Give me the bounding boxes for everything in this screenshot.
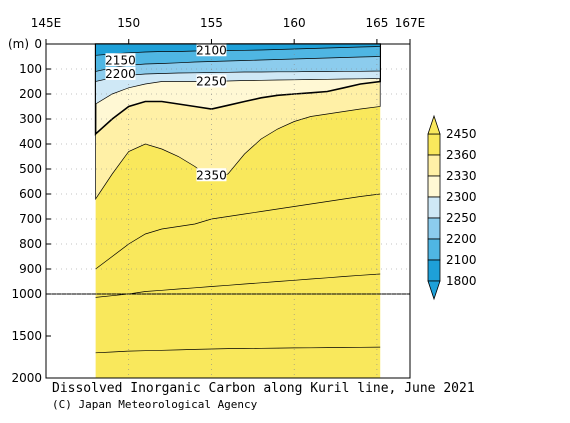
x-tick-label: 160 <box>283 16 306 30</box>
dic-band <box>95 43 381 56</box>
y-axis: 0 100 200 300 400 500 600 700 800 900 1000 1500 2000 <box>11 37 51 385</box>
x-tick-label: 145E <box>31 16 62 30</box>
colorbar: 2450 2360 2330 2300 2250 2200 2100 1800 <box>427 114 477 301</box>
contour-label-box <box>196 74 227 88</box>
y-tick-label: 900 <box>19 262 42 276</box>
x-tick-label: 165 <box>365 16 388 30</box>
contour-label-box <box>105 53 136 67</box>
contour-label-box <box>105 67 136 80</box>
y-tick-label: 1000 <box>11 287 42 301</box>
contour-label: 2150 <box>105 53 136 67</box>
contour-line <box>95 193 381 270</box>
colorbar-label: 1800 <box>446 274 477 288</box>
colorbar-label: 2200 <box>446 232 477 246</box>
colorbar-label: 2250 <box>446 211 477 225</box>
contour-label: 2200 <box>105 67 136 81</box>
contour-line <box>95 346 381 354</box>
credit-text: (C) Japan Meteorological Agency <box>52 398 258 411</box>
x-tick-label: 167E <box>395 16 426 30</box>
plot-frame <box>45 43 411 379</box>
y-tick-label: 800 <box>19 237 42 251</box>
colorbar-top-arrow <box>427 114 441 135</box>
y-tick-label: 2000 <box>11 371 42 385</box>
colorbar-swatch <box>427 259 441 282</box>
colorbar-swatch <box>427 217 441 240</box>
chart-title: Dissolved Inorganic Carbon along Kuril l… <box>52 381 475 396</box>
y-tick-label: 600 <box>19 187 42 201</box>
y-tick-label: 400 <box>19 137 42 151</box>
contour-line <box>95 273 381 298</box>
y-tick-label: 300 <box>19 112 42 126</box>
contour-label: 2250 <box>196 75 227 89</box>
contour-label: 2350 <box>196 168 227 182</box>
colorbar-label: 2300 <box>446 190 477 204</box>
y-unit-label: (m) <box>8 37 29 51</box>
contour-label-box <box>196 43 227 57</box>
y-tick-label: 1500 <box>11 329 42 343</box>
colorbar-label: 2100 <box>446 253 477 267</box>
y-tick-label: 500 <box>19 162 42 176</box>
x-tick-label: 150 <box>117 16 140 30</box>
colorbar-label: 2360 <box>446 148 477 162</box>
contour-label-box <box>196 168 227 182</box>
colorbar-swatch <box>427 133 441 156</box>
contour-label: 2100 <box>196 43 227 57</box>
y-tick-label: 0 <box>34 37 42 51</box>
y-tick-label: 200 <box>19 87 42 101</box>
colorbar-swatch <box>427 196 441 219</box>
y-tick-label: 700 <box>19 212 42 226</box>
colorbar-swatch <box>427 238 441 261</box>
y-tick-label: 100 <box>19 62 42 76</box>
colorbar-label: 2330 <box>446 169 477 183</box>
colorbar-label: 2450 <box>446 127 477 141</box>
colorbar-swatch <box>427 154 441 177</box>
x-tick-label: 155 <box>200 16 223 30</box>
colorbar-swatch <box>427 175 441 198</box>
colorbar-bottom-arrow <box>427 280 441 301</box>
x-axis: 145E 150 155 160 165 167E <box>31 16 426 44</box>
